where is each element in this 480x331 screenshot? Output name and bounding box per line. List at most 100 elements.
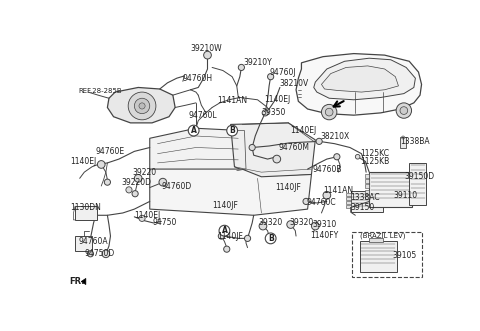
Circle shape: [355, 155, 360, 159]
Bar: [351, 191, 383, 212]
Circle shape: [132, 191, 138, 197]
Polygon shape: [230, 123, 315, 178]
Text: 39110: 39110: [394, 191, 418, 200]
Circle shape: [325, 108, 333, 116]
Text: 1140EJ: 1140EJ: [264, 95, 291, 104]
Circle shape: [104, 179, 110, 185]
Circle shape: [224, 246, 230, 252]
Circle shape: [87, 251, 94, 257]
Text: 94760M: 94760M: [278, 143, 309, 152]
Text: 39105: 39105: [392, 251, 417, 260]
Text: 39320: 39320: [289, 218, 313, 227]
Text: 1140EJ: 1140EJ: [71, 157, 96, 166]
Text: 39310: 39310: [312, 220, 336, 229]
Text: (BRAZIL LEV): (BRAZIL LEV): [360, 233, 406, 239]
Text: B: B: [229, 126, 235, 135]
Circle shape: [334, 154, 340, 160]
Bar: [352, 232, 421, 277]
Text: 1140FY: 1140FY: [311, 231, 339, 240]
Bar: [369, 238, 383, 242]
Text: 94760L: 94760L: [188, 111, 217, 120]
Circle shape: [102, 250, 110, 258]
Text: 94760A: 94760A: [78, 237, 108, 246]
Circle shape: [303, 198, 309, 205]
Bar: [365, 195, 369, 199]
Polygon shape: [150, 128, 246, 177]
Text: 1125KB: 1125KB: [360, 157, 389, 166]
Text: 1140JF: 1140JF: [275, 183, 301, 192]
Text: 39150D: 39150D: [405, 172, 435, 181]
Bar: [365, 174, 369, 177]
Circle shape: [218, 233, 225, 239]
Circle shape: [244, 235, 251, 241]
Bar: [400, 137, 406, 148]
Circle shape: [267, 73, 274, 80]
Text: 1140JF: 1140JF: [217, 232, 242, 241]
Circle shape: [265, 233, 276, 244]
Bar: [346, 197, 351, 200]
Text: 38210V: 38210V: [280, 79, 309, 88]
Text: 39320: 39320: [258, 218, 283, 227]
Circle shape: [139, 215, 145, 221]
Circle shape: [396, 103, 411, 118]
Text: 39350: 39350: [262, 108, 286, 118]
Circle shape: [262, 110, 268, 116]
Circle shape: [400, 107, 408, 115]
Text: 94760E: 94760E: [95, 147, 124, 156]
Text: 94750: 94750: [152, 218, 177, 227]
Polygon shape: [81, 278, 86, 285]
Text: REF.28-285B: REF.28-285B: [78, 88, 122, 94]
Circle shape: [323, 191, 331, 199]
Bar: [365, 190, 369, 194]
Circle shape: [126, 187, 132, 193]
Text: 38210X: 38210X: [320, 132, 349, 141]
Polygon shape: [314, 58, 415, 100]
Text: B: B: [268, 234, 274, 243]
Text: 94760B: 94760B: [312, 165, 342, 173]
Circle shape: [134, 174, 142, 182]
Circle shape: [322, 104, 337, 120]
Text: A: A: [221, 226, 228, 235]
Text: 1125KC: 1125KC: [360, 149, 389, 158]
Text: 1140JF: 1140JF: [212, 201, 238, 210]
Circle shape: [188, 125, 199, 136]
Text: 1141AN: 1141AN: [323, 186, 353, 195]
Text: 1338BA: 1338BA: [400, 137, 430, 146]
Text: 94760J: 94760J: [269, 68, 296, 76]
Bar: [365, 184, 369, 188]
Text: 1140EJ: 1140EJ: [134, 211, 161, 220]
Circle shape: [134, 98, 150, 114]
Polygon shape: [150, 169, 312, 215]
Circle shape: [227, 125, 238, 136]
Text: 1130DN: 1130DN: [71, 203, 101, 212]
Circle shape: [139, 103, 145, 109]
Bar: [360, 241, 397, 272]
Circle shape: [97, 161, 105, 168]
Bar: [365, 179, 369, 183]
Circle shape: [287, 221, 295, 228]
Text: 39150: 39150: [351, 203, 375, 212]
Circle shape: [312, 222, 319, 230]
Polygon shape: [322, 66, 398, 92]
Text: 39210Y: 39210Y: [243, 58, 272, 67]
Circle shape: [219, 225, 230, 236]
Polygon shape: [108, 87, 175, 123]
Bar: [346, 193, 351, 196]
Text: 94760C: 94760C: [306, 199, 336, 208]
Circle shape: [316, 138, 322, 144]
Polygon shape: [296, 54, 421, 115]
Bar: [346, 205, 351, 208]
Text: 39210W: 39210W: [190, 44, 222, 54]
Bar: [346, 201, 351, 204]
Bar: [409, 163, 426, 205]
Circle shape: [159, 178, 167, 186]
Circle shape: [273, 155, 281, 163]
Text: 1338AC: 1338AC: [350, 193, 380, 202]
Text: 1140EJ: 1140EJ: [291, 126, 317, 135]
Text: 39220D: 39220D: [121, 178, 151, 187]
Text: 94750D: 94750D: [84, 249, 115, 258]
Bar: [369, 172, 411, 207]
Circle shape: [259, 222, 267, 230]
Text: FR.: FR.: [69, 277, 84, 286]
Text: 94760D: 94760D: [161, 181, 192, 191]
